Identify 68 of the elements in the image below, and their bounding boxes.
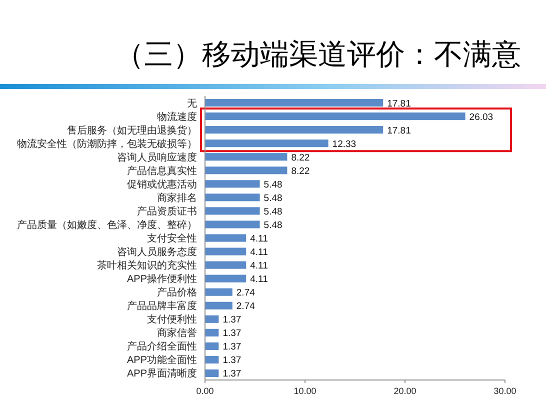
bar xyxy=(205,315,219,323)
bar xyxy=(205,126,384,134)
bar xyxy=(205,288,232,296)
bar xyxy=(205,166,288,174)
x-tick-label: 20.00 xyxy=(394,386,416,396)
y-tick-label: 茶叶相关知识的充实性 xyxy=(97,260,197,272)
data-label: 1.37 xyxy=(222,328,242,340)
y-tick-label: 产品品牌丰富度 xyxy=(127,300,197,312)
y-tick-label: APP功能全面性 xyxy=(126,354,197,366)
x-tick-label: 0.00 xyxy=(196,386,214,396)
bar xyxy=(205,220,260,228)
y-tick-label: 产品介绍全面性 xyxy=(127,340,197,353)
data-label: 1.37 xyxy=(222,342,242,353)
data-label: 5.48 xyxy=(264,192,282,204)
bar xyxy=(205,261,246,269)
bar xyxy=(205,369,219,378)
x-tick-label: 10.00 xyxy=(294,386,316,396)
y-tick-label: 咨询人员服务态度 xyxy=(117,246,197,258)
bar xyxy=(205,207,260,215)
data-label: 17.81 xyxy=(387,98,411,110)
bar xyxy=(205,98,384,107)
bar xyxy=(205,194,260,202)
data-label: 2.74 xyxy=(236,301,255,312)
data-label: 1.37 xyxy=(222,314,242,326)
y-tick-label: APP界面清晰度 xyxy=(126,368,197,380)
x-tick-label: 30.00 xyxy=(494,386,516,396)
bar xyxy=(205,140,328,148)
bar xyxy=(205,342,219,350)
chart-title: （三）移动端渠道评价：不满意 xyxy=(115,39,521,71)
data-label: 4.11 xyxy=(250,260,268,272)
data-label: 8.22 xyxy=(291,166,310,177)
data-label: 4.11 xyxy=(250,234,268,244)
y-tick-label: 售后服务（如无理由退换货） xyxy=(67,124,197,136)
data-label: 12.33 xyxy=(332,138,356,150)
y-tick-label: 产品价格 xyxy=(157,286,197,299)
y-tick-label: 无 xyxy=(187,98,197,110)
y-tick-label: 物流速度 xyxy=(157,110,197,123)
data-label: 8.22 xyxy=(291,152,310,164)
bar xyxy=(205,356,219,364)
y-tick-label: 物流安全性（防潮防摔，包装无破损等） xyxy=(17,138,197,150)
bar xyxy=(205,112,466,120)
bar xyxy=(205,302,232,310)
data-label: 5.48 xyxy=(264,220,282,231)
data-label: 1.37 xyxy=(222,355,242,366)
bar xyxy=(205,248,246,256)
data-label: 5.48 xyxy=(264,179,282,190)
data-label: 4.11 xyxy=(250,274,268,286)
y-tick-label: 咨询人员响应速度 xyxy=(117,151,197,164)
data-label: 26.03 xyxy=(469,112,494,123)
y-tick-label: APP操作便利性 xyxy=(126,273,197,286)
y-tick-label: 商家排名 xyxy=(157,192,197,204)
y-tick-label: 产品信息真实性 xyxy=(127,164,197,177)
bar xyxy=(205,328,219,336)
bar xyxy=(205,274,246,282)
y-tick-label: 促销或优惠活动 xyxy=(127,178,197,190)
bar xyxy=(205,153,288,161)
y-tick-label: 产品资质证书 xyxy=(137,205,197,218)
data-label: 4.11 xyxy=(250,247,268,258)
data-label: 5.48 xyxy=(264,206,282,218)
bar xyxy=(205,180,260,188)
y-tick-label: 产品质量（如嫩度、色泽、净度、整碎） xyxy=(17,218,197,231)
y-tick-label: 支付安全性 xyxy=(147,232,197,244)
data-label: 2.74 xyxy=(236,288,255,299)
bar xyxy=(205,234,246,242)
data-label: 1.37 xyxy=(222,368,242,380)
y-tick-label: 商家信誉 xyxy=(157,327,197,340)
y-tick-label: 支付便利性 xyxy=(147,314,197,326)
data-label: 17.81 xyxy=(387,125,411,136)
